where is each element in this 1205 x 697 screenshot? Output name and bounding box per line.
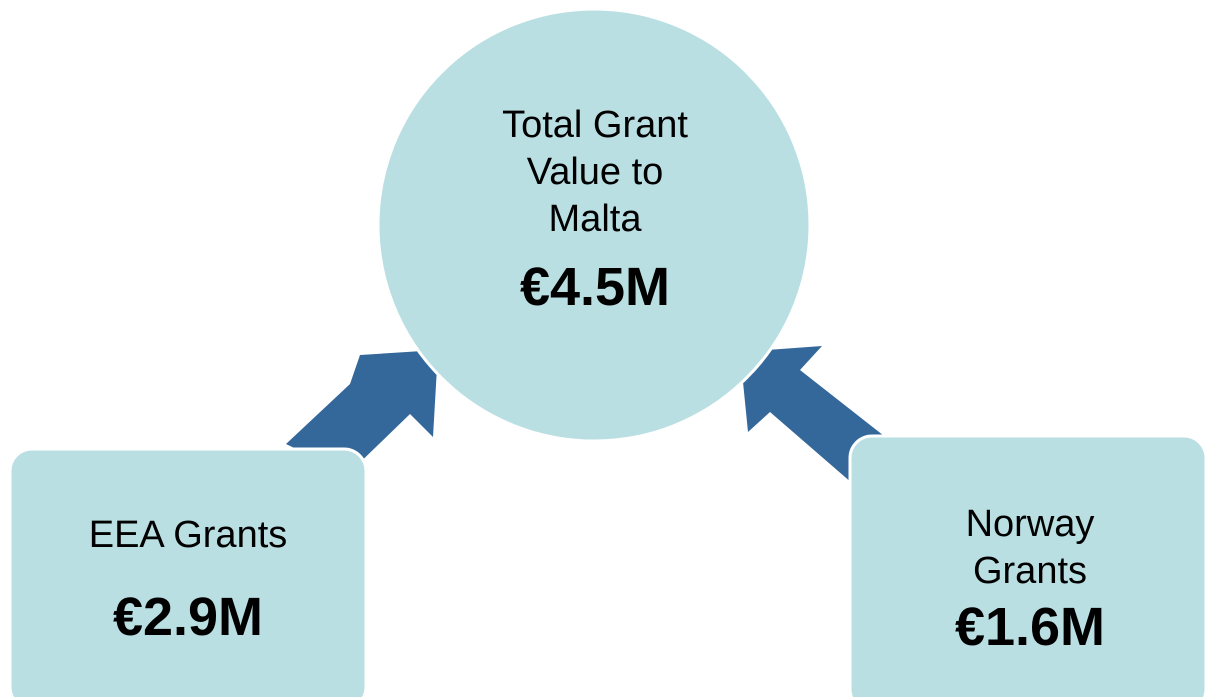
node-label: Grants [973, 550, 1087, 592]
node-label: Norway [966, 503, 1095, 545]
node-label: EEA Grants [89, 514, 288, 556]
node-value: €2.9M [113, 587, 263, 647]
node-label: Malta [549, 198, 643, 240]
node-label: Value to [527, 151, 664, 193]
node-label: Total Grant [502, 104, 688, 146]
norway-box [848, 434, 1205, 697]
total-circle [376, 7, 812, 443]
node-value: €1.6M [955, 597, 1105, 657]
eea-box [8, 447, 368, 697]
node-value: €4.5M [520, 257, 670, 317]
arrow-left [286, 350, 438, 474]
